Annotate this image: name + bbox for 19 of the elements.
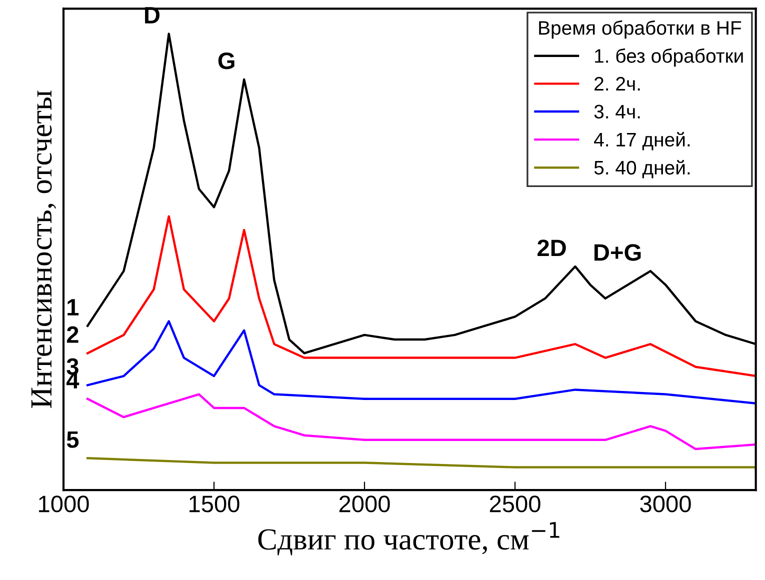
y-axis-title: Интенсивность, отсчеты — [31, 90, 56, 408]
annotation: D+G — [594, 244, 641, 261]
legend-label: 5. 40 дней. — [594, 160, 690, 178]
x-tick-label: 2500 — [490, 496, 540, 512]
legend-label: 3. 4ч. — [594, 104, 640, 119]
x-tick-label: 2000 — [339, 496, 390, 512]
x-tick-label: 1000 — [39, 496, 89, 512]
annotation: 2 — [66, 326, 78, 343]
annotation: 2D — [538, 240, 566, 256]
x-tick-label: 3000 — [640, 496, 691, 512]
x-tick-label: 1500 — [190, 496, 240, 512]
legend-label: 2. 2ч. — [594, 76, 640, 90]
legend-label: 4. 17 дней. — [594, 132, 690, 150]
annotation: 5 — [66, 431, 79, 448]
legend-title: Время обработки в HF — [539, 20, 742, 39]
legend-label: 1. без обработки — [595, 48, 743, 67]
x-axis-title: Сдвиг по частоте, см$^{−1}$ — [258, 522, 560, 556]
annotation: G — [218, 52, 234, 70]
annotation: 1 — [68, 299, 79, 316]
